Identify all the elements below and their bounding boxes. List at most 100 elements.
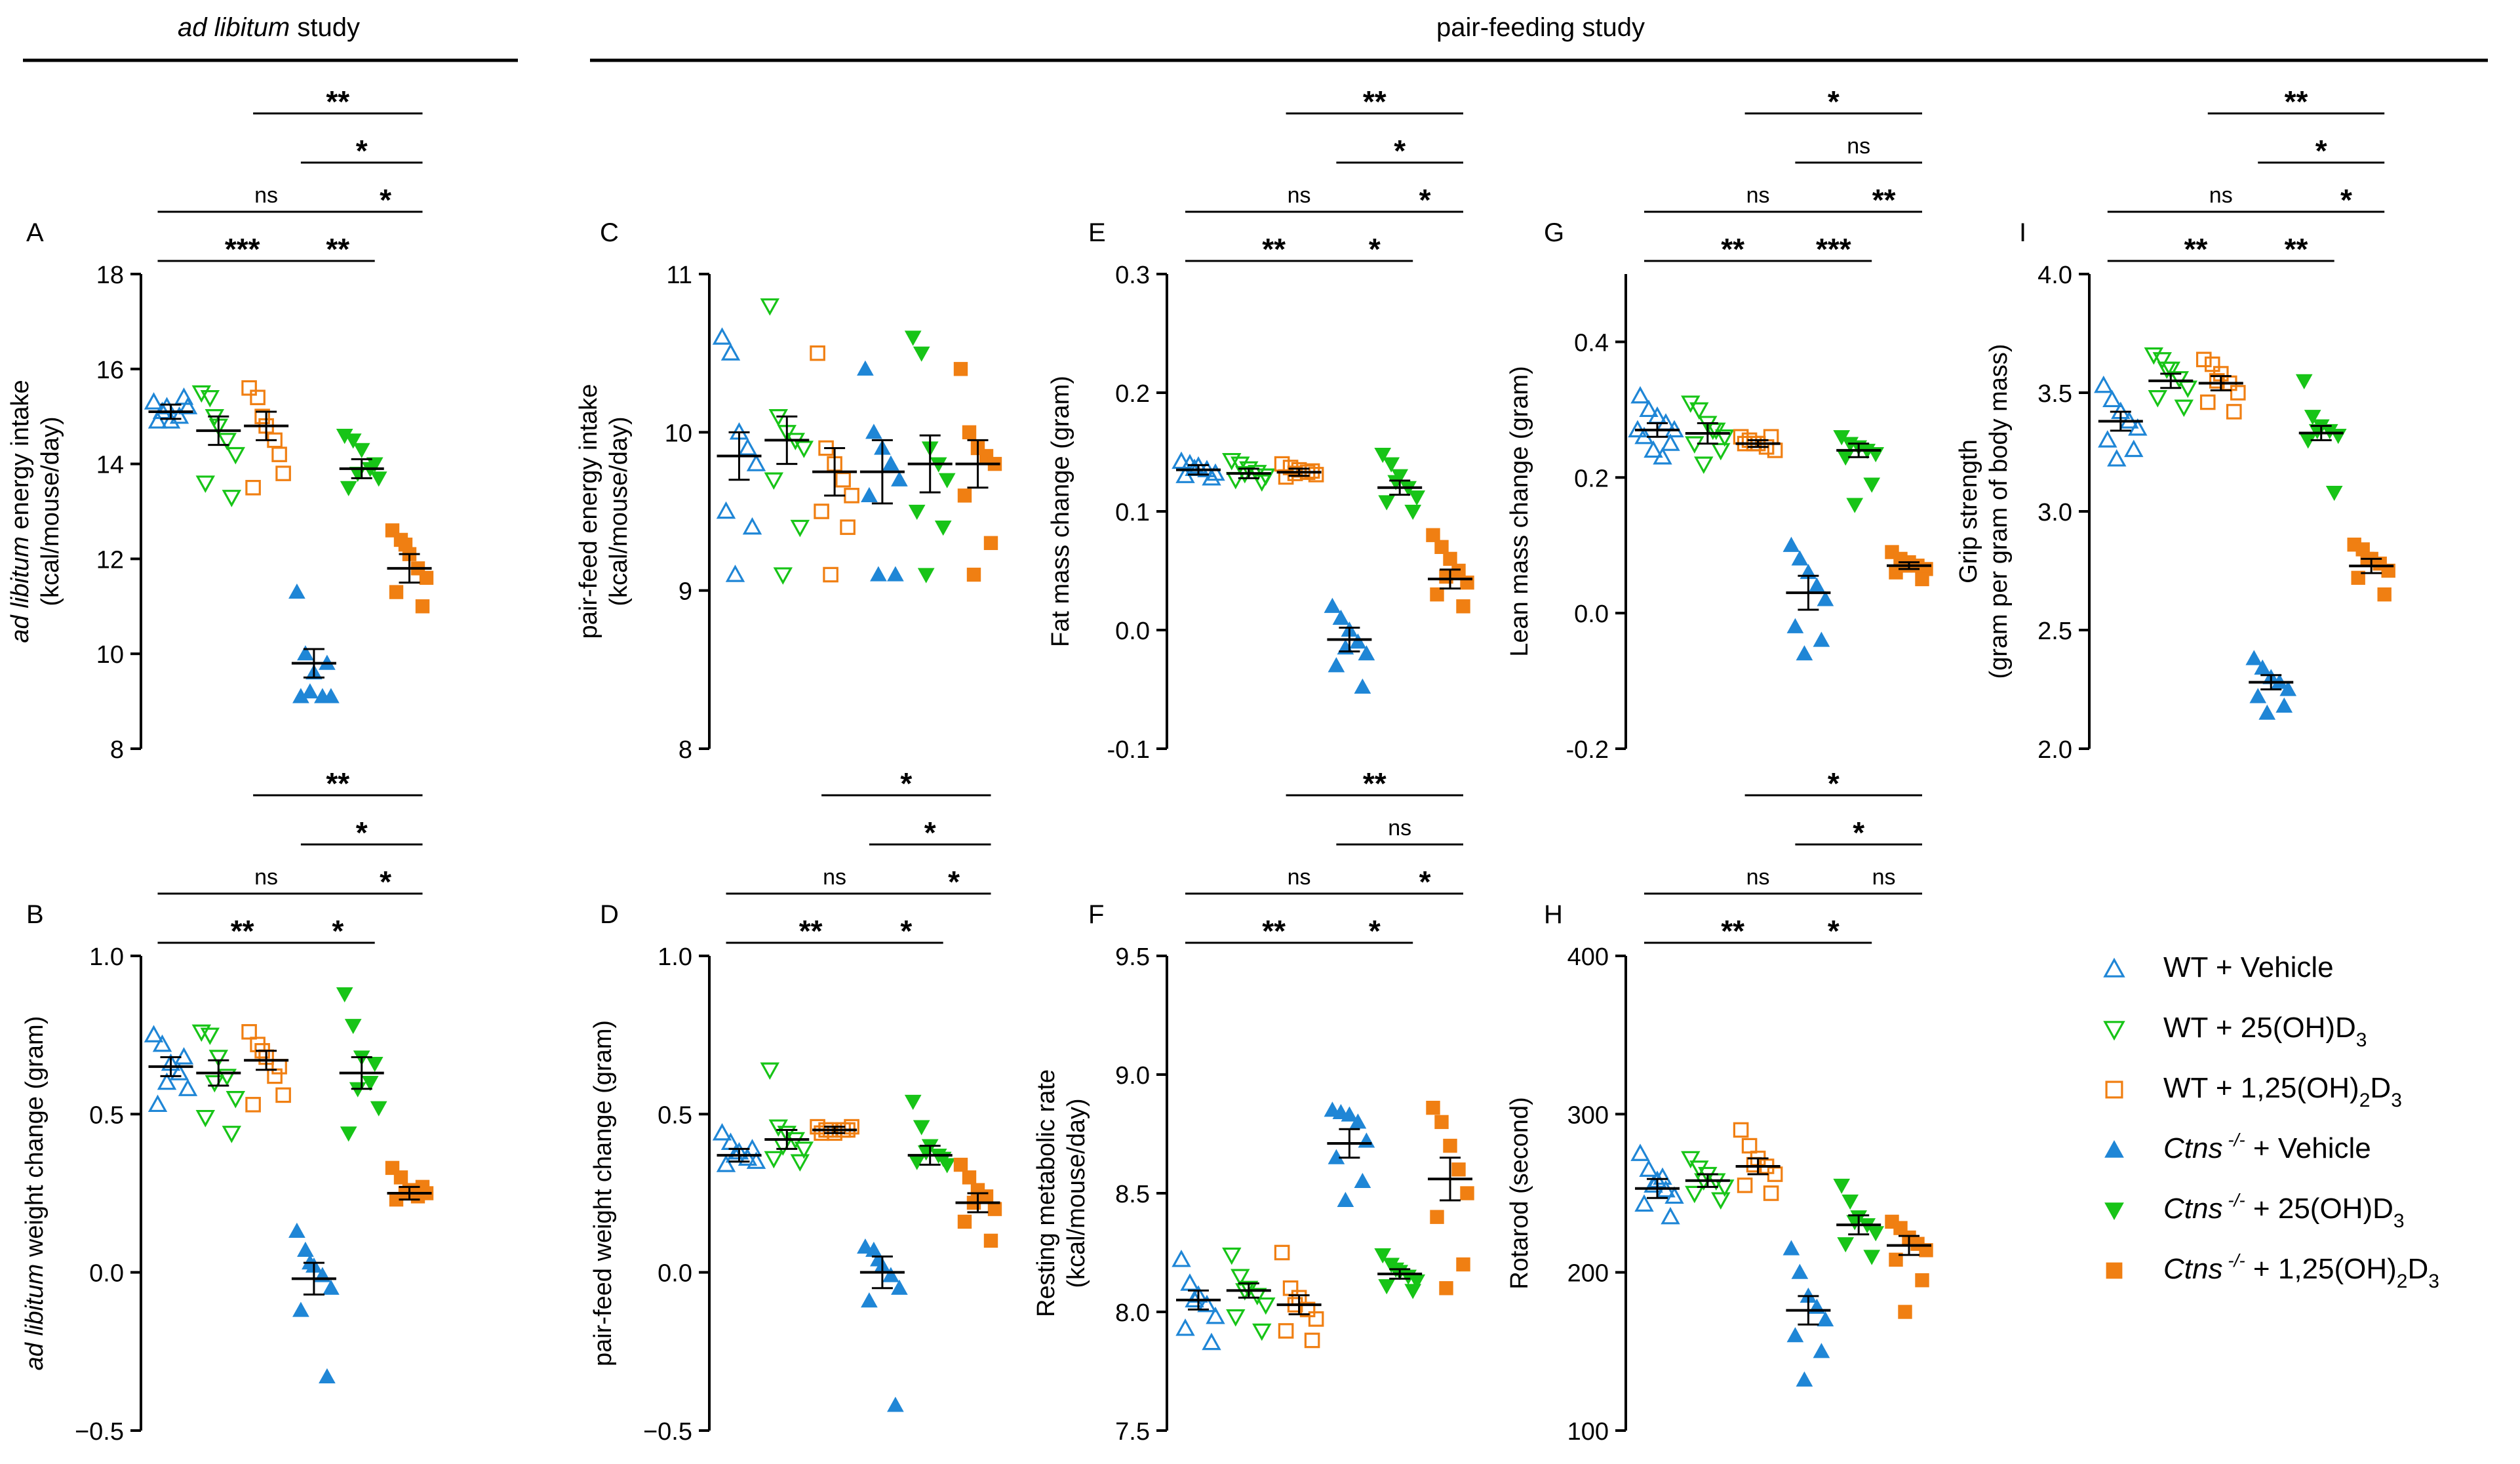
data-point — [144, 392, 164, 410]
data-point — [2275, 697, 2293, 713]
significance-label: ** — [326, 85, 349, 119]
data-point — [2107, 449, 2127, 467]
y-axis-title-line: (kcal/mouse/day) — [1063, 1098, 1090, 1288]
data-point — [934, 521, 952, 536]
legend-tail: D — [2407, 1253, 2428, 1285]
y-axis-title-line: Grip strength — [1955, 439, 1982, 584]
data-point — [1308, 1311, 1324, 1327]
data-point — [2249, 688, 2267, 703]
data-point — [2226, 404, 2242, 420]
data-point — [1354, 678, 1371, 694]
data-point — [1634, 1194, 1654, 1212]
data-point — [1456, 599, 1470, 614]
data-point — [200, 390, 220, 408]
data-point — [1439, 1281, 1453, 1296]
significance-label: *** — [1816, 232, 1851, 266]
legend-marker — [2105, 1080, 2123, 1099]
data-point — [1653, 446, 1672, 465]
data-point — [1863, 477, 1881, 493]
legend-marker — [2104, 1139, 2124, 1158]
panel-A: A 8 10 12 14 16 18 ad libitum energy intake (kca… — [7, 85, 434, 764]
y-tick-label-A: 10 — [96, 641, 124, 669]
data-point — [1813, 631, 1830, 647]
data-point — [1681, 1151, 1701, 1169]
data-point — [415, 599, 430, 614]
data-point — [195, 1109, 216, 1128]
data-point — [2377, 587, 2392, 602]
data-point — [1202, 468, 1221, 486]
y-tick-label-F: 7.5 — [1115, 1418, 1150, 1446]
legend-superscript: -/- — [2222, 1190, 2245, 1210]
panel-label-D: D — [600, 900, 619, 929]
data-point — [953, 362, 968, 376]
data-point — [887, 566, 904, 582]
significance-label: ** — [1363, 766, 1387, 801]
panel-E: E -0.1 0.0 0.1 0.2 0.3 Fat mass change (gram) *… — [1047, 85, 1474, 764]
significance-label: ns — [1388, 816, 1411, 841]
data-point — [857, 360, 874, 376]
data-point — [904, 330, 922, 346]
data-point — [1791, 550, 1809, 566]
data-point — [1711, 443, 1731, 461]
data-point — [2195, 351, 2212, 368]
data-point — [2199, 394, 2216, 410]
data-point — [1443, 1138, 1457, 1153]
data-point — [764, 472, 784, 490]
y-tick-label-F: 8.0 — [1115, 1299, 1150, 1327]
data-point — [1274, 1244, 1290, 1261]
data-point — [962, 1170, 977, 1185]
data-point — [1304, 1332, 1320, 1349]
data-point — [1763, 429, 1779, 445]
data-point — [1763, 1185, 1779, 1201]
data-point — [297, 645, 314, 661]
data-point — [904, 1094, 922, 1111]
y-tick-label-C: 11 — [667, 262, 692, 289]
legend-marker — [2104, 1202, 2124, 1221]
header-pair-title: pair-feeding study — [1436, 13, 1645, 42]
data-point — [344, 1019, 362, 1035]
y-axis-title-line: Rotarod (second) — [1506, 1097, 1533, 1290]
y-tick-label-I: 4.0 — [2038, 262, 2072, 289]
y-axis-title-C: pair-feed energy intake (kcal/mouse/day) — [575, 384, 633, 639]
data-point — [2128, 418, 2148, 436]
data-point — [746, 1151, 766, 1169]
y-tick-label-G: 0.4 — [1574, 329, 1609, 357]
data-point — [1715, 429, 1735, 447]
data-point — [1354, 1172, 1371, 1188]
data-point — [1786, 618, 1804, 633]
data-point — [366, 457, 384, 473]
significance-label: * — [1828, 766, 1840, 801]
legend-label: WT + Vehicle — [2163, 951, 2334, 983]
y-tick-label-E: 0.0 — [1115, 618, 1150, 645]
data-point — [1661, 433, 1680, 451]
data-point — [1919, 1243, 1933, 1257]
y-axis-title-italic: ad libitum — [7, 536, 34, 643]
data-point — [1180, 1273, 1200, 1291]
data-point — [2174, 399, 2194, 418]
data-point — [195, 475, 216, 493]
data-point — [882, 455, 899, 471]
data-point — [716, 501, 736, 519]
data-point — [823, 566, 838, 583]
data-point — [913, 346, 930, 362]
significance-label: ** — [2285, 85, 2308, 119]
data-point — [1915, 572, 1929, 587]
y-axis-title-line: (kcal/mouse/day) — [37, 416, 64, 606]
y-tick-label-F: 8.5 — [1115, 1181, 1150, 1208]
legend-treatment: + 25(OH)D — [2208, 1012, 2356, 1044]
data-point — [200, 1027, 220, 1045]
data-point — [169, 1063, 189, 1080]
data-point — [891, 1279, 908, 1295]
data-point — [340, 481, 357, 496]
header-adlib-italic: ad libitum — [178, 13, 290, 42]
data-point — [1639, 399, 1659, 418]
data-point — [152, 1034, 172, 1052]
y-tick-label-E: -0.1 — [1107, 736, 1150, 764]
significance-label: * — [1369, 232, 1381, 266]
y-axis-title-rest: weight change (gram) — [21, 1016, 49, 1264]
y-tick-label-F: 9.0 — [1115, 1062, 1150, 1090]
y-tick-label-F: 9.5 — [1115, 943, 1150, 971]
y-tick-label-A: 14 — [96, 452, 124, 479]
significance-label: * — [900, 914, 912, 948]
data-point — [389, 585, 404, 599]
